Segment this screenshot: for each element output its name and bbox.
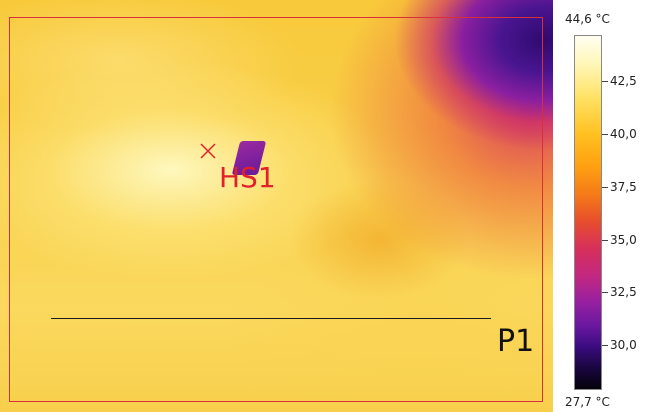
colorbar-ticks: 42,5 40,0 37,5 35,0 32,5 30,0 xyxy=(602,0,657,412)
tick-mark xyxy=(602,134,608,135)
scale-min-label: 27,7 °C xyxy=(565,395,610,409)
tick-label: 42,5 xyxy=(610,74,637,88)
tick-label: 40,0 xyxy=(610,127,637,141)
tick-mark xyxy=(602,345,608,346)
measurement-frame xyxy=(9,17,543,402)
temperature-colorbar xyxy=(574,35,602,390)
profile-line xyxy=(51,318,491,319)
tick-label: 37,5 xyxy=(610,180,637,194)
tick-mark xyxy=(602,240,608,241)
tick-mark xyxy=(602,292,608,293)
hotspot-cross-marker xyxy=(200,143,216,159)
tick-label: 30,0 xyxy=(610,338,637,352)
thermal-image: HS1 P1 xyxy=(0,0,553,412)
scale-max-label: 44,6 °C xyxy=(565,12,610,26)
tick-label: 35,0 xyxy=(610,233,637,247)
hotspot-label: HS1 xyxy=(219,161,276,194)
tick-label: 32,5 xyxy=(610,285,637,299)
tick-mark xyxy=(602,81,608,82)
profile-label: P1 xyxy=(497,324,535,359)
tick-mark xyxy=(602,187,608,188)
